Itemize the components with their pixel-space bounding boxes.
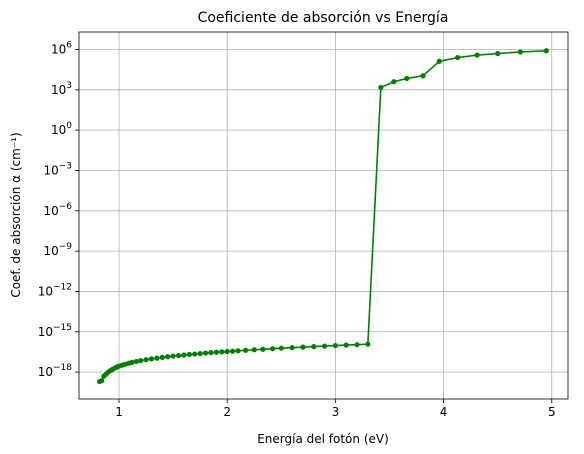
data-point [270,346,276,352]
data-point [474,52,480,58]
x-tick-label: 5 [548,405,556,419]
chart-title: Coeficiente de absorción vs Energía [198,10,449,26]
x-tick-label: 4 [440,405,448,419]
data-point [517,49,524,55]
x-tick-label: 3 [332,405,340,419]
y-tick-label: 10−9 [43,242,72,258]
y-tick-label: 100 [51,121,72,137]
data-point [143,357,149,363]
data-point [321,343,328,349]
data-point [278,345,284,351]
data-point [159,354,165,360]
plot-area [96,48,549,385]
data-point [192,351,198,357]
data-point [175,352,182,359]
data-point [170,353,176,359]
data-point [208,350,214,356]
data-point [235,348,241,354]
grid [79,32,568,399]
data-point [243,347,249,353]
data-point [213,349,219,355]
data-point [219,349,225,355]
data-point [378,84,384,91]
data-point [260,346,266,352]
x-axis-label: Energía del fotón (eV) [257,432,389,446]
data-point [154,355,160,361]
data-point [129,359,135,365]
y-tick-label: 106 [51,40,72,56]
y-tick-label: 10−15 [38,323,72,339]
plot-frame [78,31,569,400]
y-tick-label: 10−3 [43,161,72,177]
y-tick-label: 10−6 [43,202,72,218]
x-tick-label: 1 [115,405,123,419]
data-point [495,50,501,57]
data-point [300,344,306,350]
data-point [404,75,410,82]
data-point [186,351,192,358]
data-point [332,342,338,349]
data-point [289,345,295,351]
data-point [455,54,461,61]
data-point [202,350,209,356]
data-point [365,341,371,347]
data-point [251,347,257,353]
data-point [391,79,397,85]
y-tick-label: 10−12 [38,282,72,298]
data-point [197,350,203,357]
data-point [148,356,155,362]
y-tick-label: 10−18 [38,363,73,379]
y-axis-label: Coef. de absorción α (cm⁻¹) [9,132,23,297]
y-tick-label: 103 [51,81,72,97]
data-point [99,378,105,384]
data-point [165,354,171,360]
y-axis: 106 103 100 10−3 10−6 10−9 10−12 10−15 10−18 [38,40,79,379]
data-point [354,342,360,348]
data-point [224,348,230,355]
data-point [181,352,187,358]
data-point [436,58,442,64]
x-axis: 1 2 3 4 5 [115,399,556,419]
data-point [343,342,349,348]
x-tick-label: 2 [223,405,231,419]
data-point [543,48,549,54]
data-point [311,344,317,350]
data-point [230,348,236,354]
data-point [138,357,144,364]
data-point [420,73,426,79]
data-point [133,358,139,365]
